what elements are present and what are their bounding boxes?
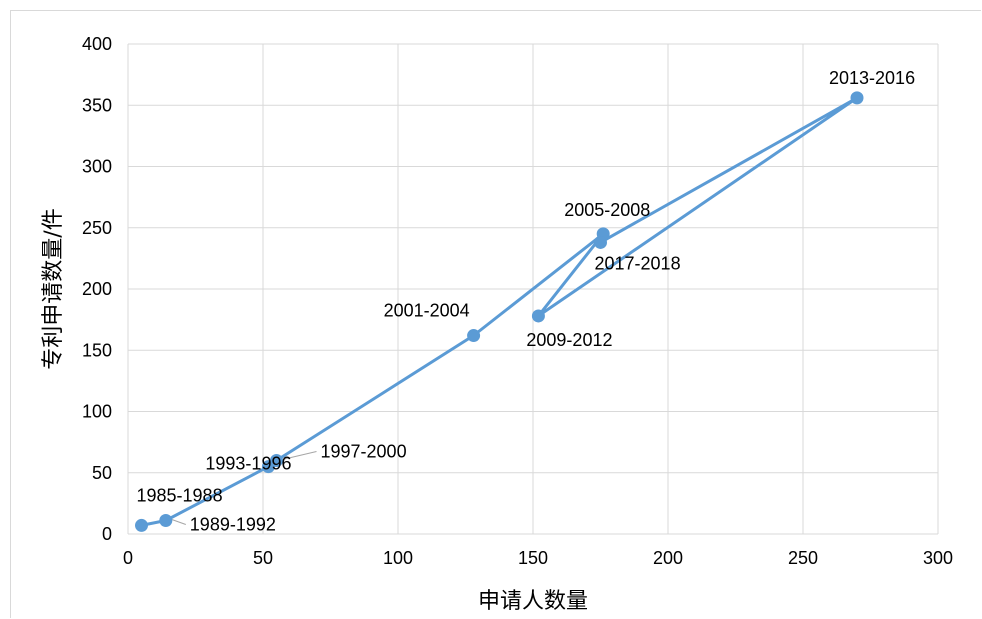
y-tick-label: 200 (82, 279, 112, 299)
x-tick-label: 200 (653, 548, 683, 568)
y-tick-label: 0 (102, 524, 112, 544)
x-tick-label: 50 (253, 548, 273, 568)
data-label: 1989-1992 (190, 515, 276, 535)
x-tick-label: 100 (383, 548, 413, 568)
y-tick-label: 300 (82, 157, 112, 177)
y-tick-label: 350 (82, 95, 112, 115)
data-point (532, 309, 545, 322)
data-label: 2001-2004 (384, 301, 470, 321)
data-label: 2013-2016 (829, 68, 915, 88)
y-tick-label: 150 (82, 340, 112, 360)
data-point (135, 519, 148, 532)
data-label: 2005-2008 (564, 200, 650, 220)
data-point (159, 514, 172, 527)
x-tick-label: 0 (123, 548, 133, 568)
x-axis-title: 申请人数量 (478, 589, 588, 614)
y-axis-ticks: 0 50 100 150 200 250 300 350 400 (82, 34, 112, 544)
y-axis-title: 专利申请数量/件 (41, 208, 66, 369)
y-tick-label: 250 (82, 218, 112, 238)
data-label: 1993-1996 (205, 454, 291, 474)
data-label: 1997-2000 (321, 442, 407, 462)
x-tick-label: 300 (923, 548, 953, 568)
x-tick-label: 150 (518, 548, 548, 568)
data-label: 2017-2018 (595, 253, 681, 273)
x-axis-ticks: 0 50 100 150 200 250 300 (123, 548, 953, 568)
data-label: 2009-2012 (526, 330, 612, 350)
data-point (851, 91, 864, 104)
data-point (467, 329, 480, 342)
data-label: 1985-1988 (137, 485, 223, 505)
leader-line (172, 520, 186, 525)
y-tick-label: 50 (92, 463, 112, 483)
data-point (594, 236, 607, 249)
y-tick-label: 100 (82, 402, 112, 422)
x-tick-label: 250 (788, 548, 818, 568)
y-tick-label: 400 (82, 34, 112, 54)
